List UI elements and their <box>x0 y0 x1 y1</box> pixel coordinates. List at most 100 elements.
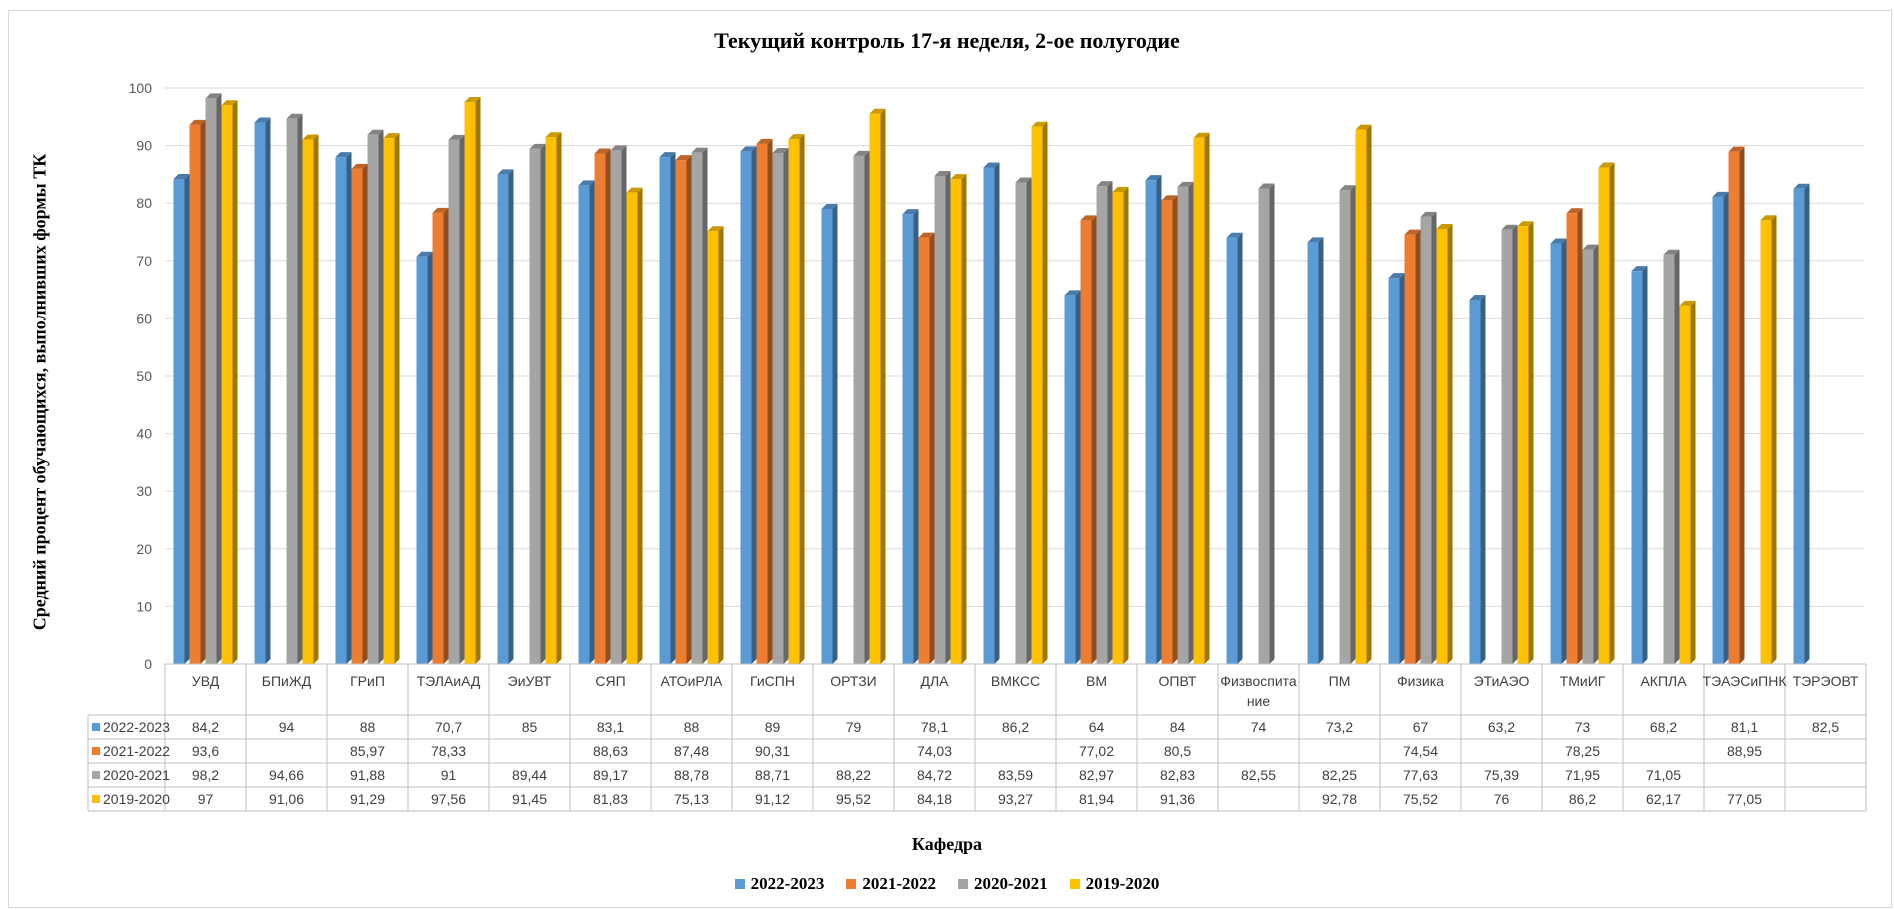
table-legend-key <box>92 723 100 731</box>
bar <box>1193 137 1205 664</box>
bar-top <box>950 174 967 180</box>
data-label: 71,95 <box>1565 767 1600 783</box>
bar-side <box>1804 183 1810 665</box>
bar-top <box>1258 183 1275 189</box>
bar <box>902 214 914 665</box>
bar-side <box>443 207 449 664</box>
x-tick-label: ВМКСС <box>991 673 1040 689</box>
x-axis-label: Кафедра <box>911 834 983 854</box>
table-legend-key <box>92 747 100 755</box>
bar <box>1760 220 1772 664</box>
bar-side <box>459 134 465 665</box>
bar-top <box>1177 181 1194 187</box>
data-label: 75,39 <box>1484 767 1519 783</box>
bar-side <box>394 133 400 664</box>
bar <box>1161 200 1173 664</box>
legend-entry: 2019-2020 <box>1069 874 1159 894</box>
bar-side <box>1723 191 1729 664</box>
bar-side <box>1366 124 1372 664</box>
bar <box>1258 188 1270 664</box>
bar <box>1145 180 1157 664</box>
data-label: 82,83 <box>1160 767 1195 783</box>
table-series-name: 2022-2023 <box>103 719 170 735</box>
bar-side <box>232 100 238 664</box>
y-tick-label: 80 <box>136 195 152 211</box>
bar <box>1420 216 1432 664</box>
bar <box>1679 305 1691 664</box>
bar-top <box>788 134 805 140</box>
bar-top <box>497 169 514 175</box>
x-tick-label: Физика <box>1397 673 1444 689</box>
data-label: 77,02 <box>1079 743 1114 759</box>
bar-top <box>1355 124 1372 130</box>
bar <box>1436 229 1448 664</box>
bar <box>788 139 800 664</box>
bar-top <box>756 138 773 144</box>
bar <box>707 231 719 664</box>
bar-top <box>1793 183 1810 189</box>
bar <box>254 122 266 664</box>
data-label: 88,78 <box>674 767 709 783</box>
bar-side <box>1577 208 1583 664</box>
bar-top <box>869 108 886 114</box>
bar <box>1388 278 1400 664</box>
bar-side <box>1091 215 1097 664</box>
bar-top <box>335 152 352 158</box>
bar <box>1064 295 1076 664</box>
data-label: 63,2 <box>1488 719 1515 735</box>
bar-top <box>286 113 303 119</box>
bar-top <box>351 163 368 169</box>
bar-side <box>929 232 935 664</box>
data-label: 82,97 <box>1079 767 1114 783</box>
data-label: 86,2 <box>1569 791 1596 807</box>
bar <box>691 152 703 664</box>
data-label: 74,54 <box>1403 743 1438 759</box>
x-tick-label: СЯП <box>595 673 625 689</box>
legend-entry: 2021-2022 <box>846 874 936 894</box>
bar-top <box>1436 224 1453 230</box>
bar <box>1550 243 1562 664</box>
bar-top <box>1339 185 1356 191</box>
bar-top <box>1469 294 1486 300</box>
bar-side <box>1156 175 1162 664</box>
data-label: 83,59 <box>998 767 1033 783</box>
data-label: 91,36 <box>1160 791 1195 807</box>
bar <box>1339 190 1351 665</box>
x-tick-label: БПиЖД <box>262 673 312 689</box>
bar-top <box>594 148 611 154</box>
bar-side <box>832 203 838 664</box>
bar <box>578 185 590 664</box>
bar-top <box>205 93 222 99</box>
x-tick-label: ПМ <box>1329 673 1351 689</box>
bar-top <box>610 145 627 151</box>
x-tick-label: АКПЛА <box>1640 673 1687 689</box>
bar-top <box>659 152 676 158</box>
data-label: 88,71 <box>755 767 790 783</box>
bar-top <box>1501 224 1518 230</box>
bar-top <box>1404 229 1421 235</box>
data-label: 91 <box>441 767 457 783</box>
data-label: 88 <box>360 719 376 735</box>
x-tick-label: АТОиРЛА <box>661 673 724 689</box>
bar <box>1517 226 1529 665</box>
legend-swatch <box>958 879 968 889</box>
bar-side <box>994 162 1000 664</box>
bar <box>610 150 622 664</box>
bar-side <box>637 187 643 665</box>
bar-top <box>983 162 1000 168</box>
data-label: 84,2 <box>192 719 219 735</box>
data-label: 78,33 <box>431 743 466 759</box>
data-label: 73,2 <box>1326 719 1353 735</box>
chart-title: Текущий контроль 17-я неделя, 2-ое полуг… <box>714 28 1180 53</box>
bar-top <box>626 187 643 193</box>
bar <box>221 105 233 664</box>
data-label: 81,94 <box>1079 791 1114 807</box>
data-label: 64 <box>1089 719 1105 735</box>
y-tick-label: 60 <box>136 310 152 326</box>
bar <box>1793 188 1805 665</box>
bar-side <box>1609 162 1615 664</box>
bar-top <box>1112 187 1129 193</box>
bar <box>1112 192 1124 664</box>
bar-side <box>1075 290 1081 664</box>
bar-side <box>216 93 222 665</box>
